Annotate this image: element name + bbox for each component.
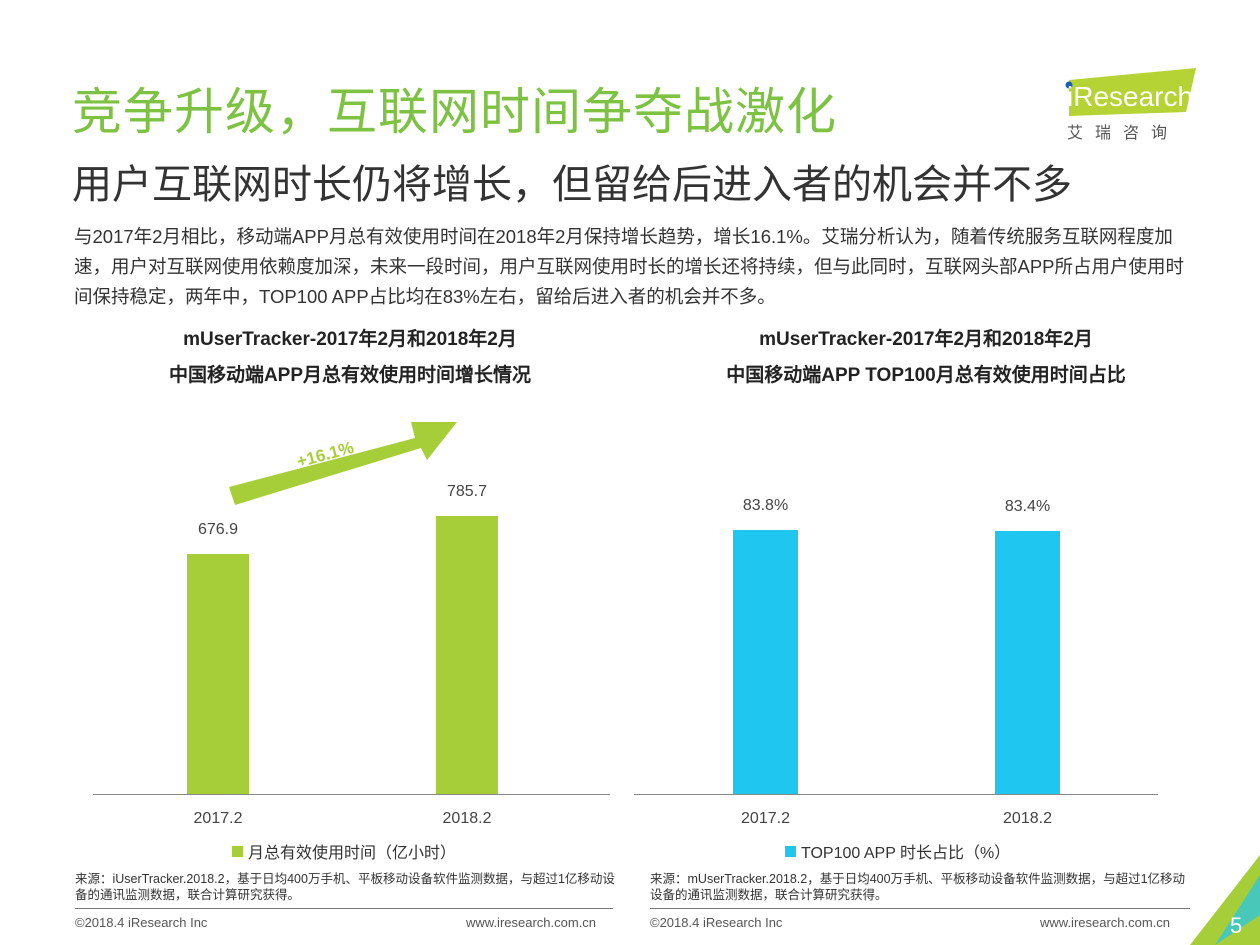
chart1-legend: 月总有效使用时间（亿小时） (232, 839, 456, 863)
chart1-x-axis (93, 794, 610, 795)
website-link[interactable]: www.iresearch.com.cn (466, 915, 597, 930)
value-label: 83.4% (1004, 498, 1051, 516)
iresearch-logo: iResearch 艾瑞咨询 (1061, 66, 1196, 146)
page-title: 竞争升级，互联网时间争夺战激化 (72, 84, 837, 140)
bar (187, 554, 249, 794)
x-tick-label: 2018.2 (1003, 810, 1052, 827)
legend-swatch (785, 845, 796, 857)
svg-text:iResearch: iResearch (1067, 81, 1193, 112)
legend-label: TOP100 APP 时长占比（%） (801, 845, 1011, 862)
page-subtitle: 用户互联网时长仍将增长，但留给后进入者的机会并不多 (72, 163, 1072, 207)
source-note-right: 来源：mUserTracker.2018.2，基于日均400万手机、平板移动设备… (650, 872, 1186, 902)
growth-arrow: +16.1% (229, 422, 457, 505)
chart2-title-line1: mUserTracker-2017年2月和2018年2月 (759, 329, 1093, 350)
chart2-title-line2: 中国移动端APP TOP100月总有效使用时间占比 (726, 365, 1126, 386)
svg-text:艾瑞咨询: 艾瑞咨询 (1067, 123, 1179, 142)
value-label: 676.9 (197, 521, 239, 539)
website-link[interactable]: www.iresearch.com.cn (1040, 915, 1171, 930)
value-label: 785.7 (446, 482, 488, 500)
value-label: 83.8% (742, 497, 789, 515)
divider (75, 908, 613, 909)
copyright: ©2018.4 iResearch Inc (650, 915, 783, 930)
x-tick-label: 2017.2 (193, 810, 243, 827)
legend-label: 月总有效使用时间（亿小时） (248, 845, 457, 862)
chart1-title-line1: mUserTracker-2017年2月和2018年2月 (183, 329, 517, 350)
chart1-title: mUserTracker-2017年2月和2018年2月 中国移动端APP月总有… (60, 322, 640, 394)
divider (650, 908, 1190, 909)
chart2-title: mUserTracker-2017年2月和2018年2月 中国移动端APP TO… (636, 322, 1216, 394)
page-number: 5 (1230, 913, 1242, 938)
corner-decoration: 5 (1190, 855, 1260, 945)
summary-paragraph: 与2017年2月相比，移动端APP月总有效使用时间在2018年2月保持增长趋势，… (74, 226, 1185, 307)
copyright: ©2018.4 iResearch Inc (75, 915, 208, 930)
bar (995, 531, 1060, 794)
x-tick-label: 2018.2 (442, 810, 492, 827)
legend-swatch (232, 845, 243, 857)
bar (436, 515, 498, 794)
bar (733, 530, 798, 794)
x-tick-label: 2017.2 (741, 810, 790, 827)
chart2-legend: TOP100 APP 时长占比（%） (785, 839, 1010, 863)
chart1-title-line2: 中国移动端APP月总有效使用时间增长情况 (168, 365, 532, 386)
source-note-left: 来源：iUserTracker.2018.2，基于日均400万手机、平板移动设备… (75, 872, 615, 902)
chart2-x-axis (634, 794, 1158, 795)
